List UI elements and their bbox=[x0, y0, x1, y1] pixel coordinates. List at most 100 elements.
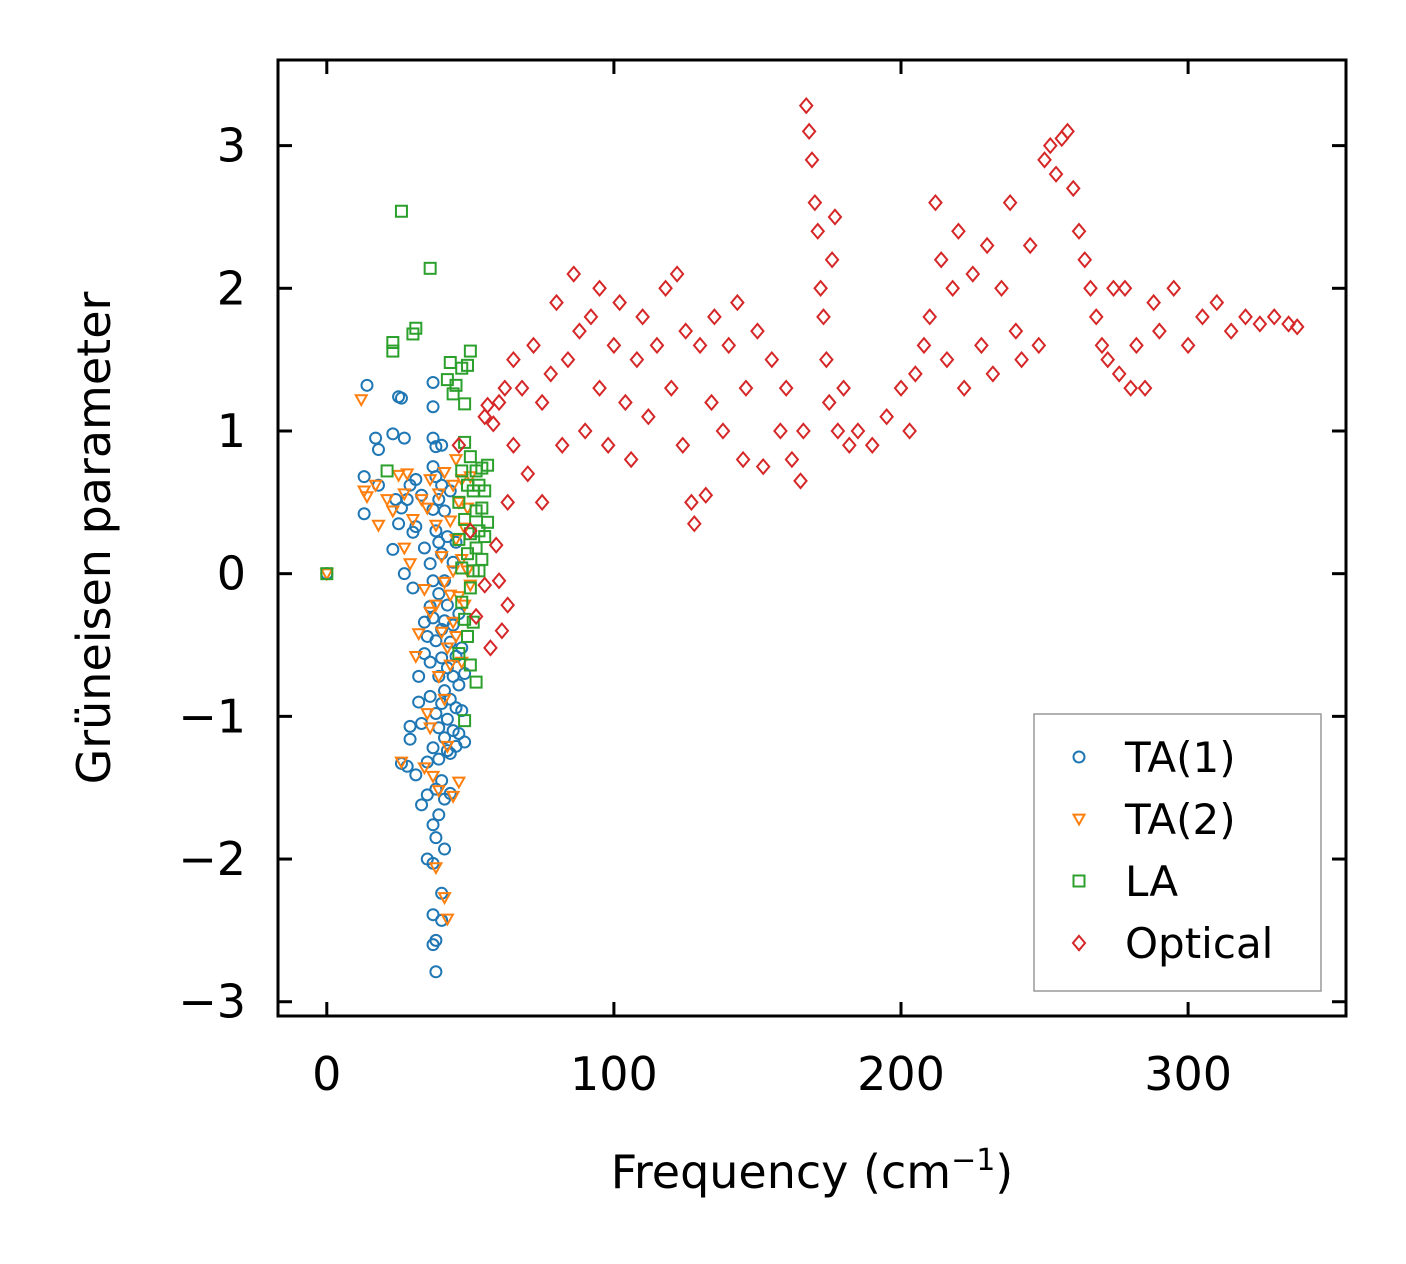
data-point bbox=[1060, 122, 1075, 141]
data-point bbox=[448, 454, 464, 468]
data-point bbox=[438, 842, 452, 856]
data-point bbox=[483, 639, 498, 657]
data-point bbox=[629, 350, 645, 369]
data-point bbox=[445, 616, 461, 630]
data-point bbox=[478, 484, 492, 498]
data-point bbox=[1166, 279, 1182, 297]
data-point bbox=[397, 431, 411, 445]
data-point bbox=[437, 466, 452, 480]
data-point bbox=[458, 512, 472, 526]
data-point bbox=[435, 478, 449, 492]
y-tick-label: −2 bbox=[178, 832, 246, 886]
data-point bbox=[425, 770, 441, 784]
legend: TA(1) TA(2) LA Optical bbox=[1033, 713, 1322, 992]
data-point bbox=[426, 741, 440, 755]
data-point bbox=[1037, 151, 1052, 169]
data-point bbox=[397, 567, 411, 581]
data-point bbox=[380, 464, 394, 478]
data-point bbox=[320, 567, 334, 581]
data-point bbox=[612, 293, 628, 312]
plot-frame bbox=[276, 58, 1348, 1018]
data-point bbox=[423, 261, 437, 275]
x-tick-label: 100 bbox=[570, 1047, 658, 1101]
x-axis-label: Frequency (cm−1) bbox=[611, 1143, 1014, 1199]
data-point bbox=[460, 629, 474, 643]
data-point bbox=[506, 436, 521, 454]
data-point bbox=[481, 515, 495, 529]
data-point bbox=[431, 785, 446, 799]
data-point bbox=[922, 308, 938, 326]
data-point bbox=[1022, 236, 1038, 255]
data-point bbox=[429, 831, 443, 845]
data-point bbox=[434, 551, 449, 565]
data-point bbox=[1152, 322, 1167, 340]
data-point bbox=[420, 708, 435, 722]
data-point bbox=[566, 265, 582, 283]
data-point bbox=[488, 536, 504, 554]
data-point bbox=[1180, 336, 1196, 355]
data-point bbox=[933, 251, 949, 269]
data-point bbox=[1054, 129, 1070, 148]
data-point bbox=[443, 589, 458, 603]
data-point bbox=[435, 438, 449, 452]
data-point bbox=[391, 469, 406, 483]
data-point bbox=[658, 279, 673, 297]
y-tick-label: 0 bbox=[217, 547, 246, 601]
data-point bbox=[1146, 293, 1162, 312]
data-point bbox=[440, 913, 455, 927]
data-point bbox=[409, 768, 423, 782]
data-point bbox=[434, 626, 449, 640]
data-point bbox=[956, 379, 972, 397]
data-point bbox=[443, 515, 458, 529]
data-point bbox=[371, 519, 386, 533]
y-tick-label: 1 bbox=[217, 404, 246, 458]
data-point bbox=[583, 308, 599, 326]
data-point bbox=[663, 379, 679, 397]
data-point bbox=[1065, 179, 1081, 198]
data-point bbox=[460, 358, 474, 372]
data-point bbox=[468, 607, 484, 626]
data-point bbox=[458, 435, 472, 449]
data-point bbox=[798, 96, 814, 115]
data-point bbox=[692, 336, 708, 355]
data-point bbox=[813, 279, 828, 297]
data-point bbox=[428, 519, 444, 533]
data-point bbox=[463, 658, 477, 672]
data-point bbox=[1129, 336, 1144, 355]
data-point bbox=[357, 507, 371, 521]
data-point bbox=[451, 776, 467, 790]
data-point bbox=[432, 492, 446, 506]
data-point bbox=[491, 572, 507, 590]
data-point bbox=[432, 808, 446, 822]
data-point bbox=[864, 436, 880, 454]
data-point bbox=[462, 522, 478, 540]
data-point bbox=[463, 581, 477, 595]
data-point bbox=[440, 740, 455, 754]
data-point bbox=[827, 208, 843, 226]
data-point bbox=[520, 465, 536, 483]
x-axis-label-close: ) bbox=[995, 1145, 1013, 1199]
data-point bbox=[452, 647, 466, 661]
data-point bbox=[830, 422, 846, 440]
data-point bbox=[440, 642, 455, 656]
data-point bbox=[458, 612, 472, 626]
data-point bbox=[965, 265, 981, 283]
data-point bbox=[577, 422, 593, 440]
data-point bbox=[1077, 251, 1093, 269]
data-point bbox=[951, 222, 966, 240]
data-point bbox=[497, 379, 513, 397]
data-point bbox=[801, 122, 817, 141]
data-point bbox=[458, 397, 472, 411]
data-point bbox=[466, 615, 480, 629]
data-point bbox=[1008, 322, 1024, 340]
data-point bbox=[764, 350, 780, 369]
data-point bbox=[402, 558, 418, 572]
data-point bbox=[554, 436, 570, 454]
data-point bbox=[463, 450, 477, 464]
data-point bbox=[606, 336, 622, 355]
data-point bbox=[386, 427, 400, 441]
data-point bbox=[669, 265, 685, 283]
data-point bbox=[455, 464, 469, 478]
legend-marker bbox=[1072, 750, 1086, 764]
data-point bbox=[452, 726, 466, 740]
